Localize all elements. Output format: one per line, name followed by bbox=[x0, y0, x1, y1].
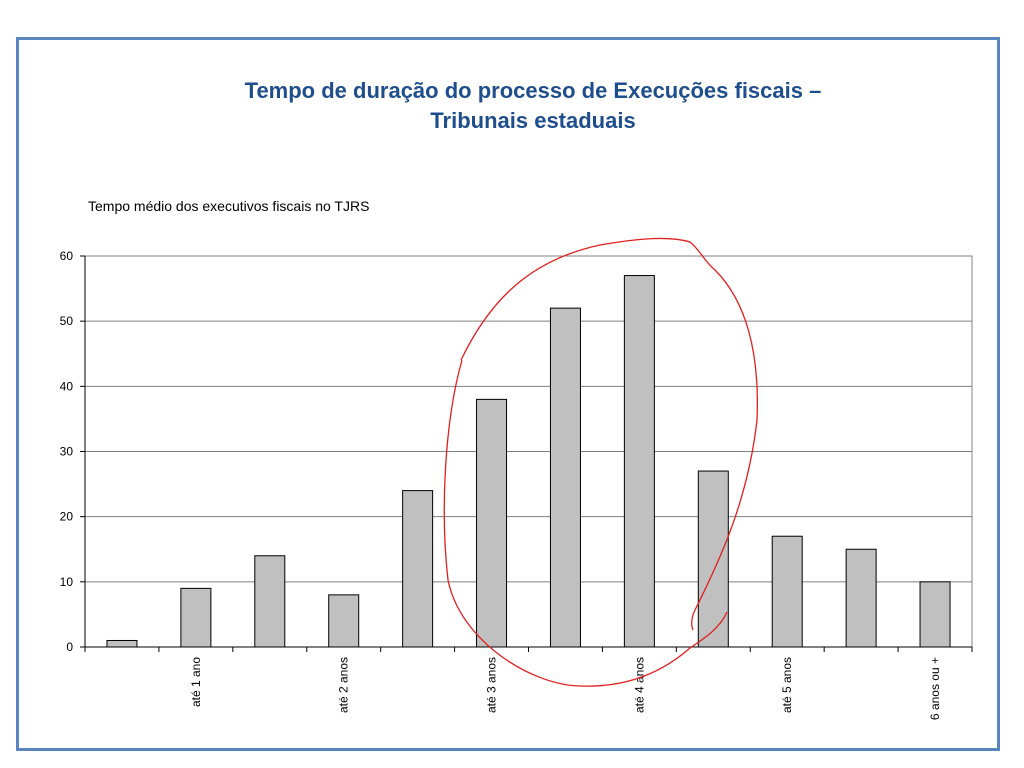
y-tick-label: 60 bbox=[60, 249, 74, 263]
x-tick-labels: até 1 ano até 2 anos até 3 anos até 4 anos a… bbox=[189, 657, 942, 720]
y-tick-label: 40 bbox=[60, 379, 74, 393]
bar bbox=[697, 470, 729, 648]
bar bbox=[845, 548, 877, 648]
bar bbox=[180, 587, 212, 648]
grid-lines bbox=[85, 320, 972, 583]
chart-title: Tempo médio dos executivos fiscais no TJ… bbox=[88, 198, 370, 214]
y-tick-label: 20 bbox=[60, 510, 74, 524]
x-tick-label: até 4 anos bbox=[632, 657, 646, 713]
axes bbox=[80, 255, 973, 652]
bar bbox=[328, 594, 360, 648]
x-tick-label: 6 anos ou + bbox=[928, 657, 942, 720]
y-tick-label: 50 bbox=[60, 314, 74, 328]
bar bbox=[919, 581, 951, 648]
bar bbox=[476, 398, 508, 648]
bar bbox=[106, 639, 138, 648]
bar bbox=[549, 307, 581, 648]
bar bbox=[402, 490, 434, 648]
slide-title: Tempo de duração do processo de Execuçõe… bbox=[0, 76, 1024, 136]
y-tick-label: 10 bbox=[60, 575, 74, 589]
bar bbox=[771, 535, 803, 648]
annotation-circle bbox=[443, 237, 759, 687]
bars bbox=[106, 275, 951, 648]
x-tick-label: até 1 ano bbox=[189, 657, 203, 707]
title-line-2: Tribunais estaduais bbox=[430, 108, 636, 133]
y-tick-label: 0 bbox=[66, 640, 73, 654]
bar bbox=[623, 275, 655, 648]
y-tick-label: 30 bbox=[60, 445, 74, 459]
x-tick-label: até 3 anos bbox=[485, 657, 499, 713]
y-tick-labels: 0 10 20 30 40 50 60 bbox=[60, 249, 74, 654]
bar bbox=[254, 555, 286, 648]
title-line-1: Tempo de duração do processo de Execuçõe… bbox=[244, 78, 822, 103]
x-tick-label: até 2 anos bbox=[337, 657, 351, 713]
x-tick-label: até 5 anos bbox=[780, 657, 794, 713]
slide-frame bbox=[16, 37, 1000, 751]
